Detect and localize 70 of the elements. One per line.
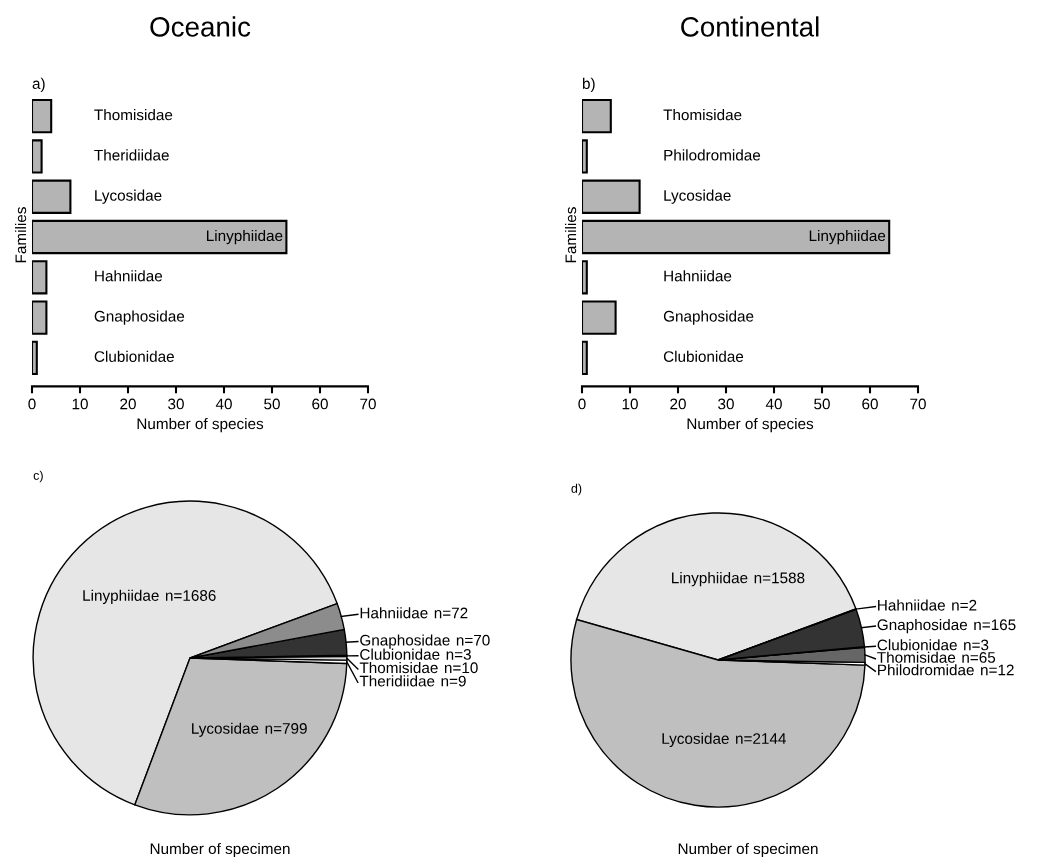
category-label: Philodromidae [664,149,761,161]
x-tick-label: 50 [814,398,830,410]
text: Number of specimen [678,842,818,858]
x-tick-label: 40 [215,398,232,410]
chart-title: Oceanic [150,16,251,37]
x-tick-label: 60 [862,398,878,410]
category-label: Hahniidae [664,270,732,282]
x-tick-label: 70 [910,398,926,410]
chart-title: Continental [681,16,819,37]
data-label: n=799 [265,723,307,734]
x-axis-title: Number of species [687,417,814,433]
slice-label: Linyphiidae [83,589,159,604]
data-label: n=3 [446,649,471,660]
slice-label: Lycosidae [662,732,729,748]
x-tick-label: 10 [72,398,88,410]
x-tick-label: 20 [670,398,686,410]
x-tick-label: 40 [765,398,782,410]
category-label: Theridiidae [94,149,169,161]
category-label: Thomisidae [94,109,173,121]
x-tick-label: 50 [264,398,280,410]
data-label: n=9 [441,675,466,687]
text: a) [32,77,45,92]
x-tick-label: 20 [120,398,136,410]
data-label: n=2 [952,599,977,611]
data-label: n=10 [444,662,478,674]
x-tick-label: 30 [718,398,734,410]
slice-label: Hahniidae [878,599,945,611]
data-label: n=1686 [165,590,216,601]
text: d) [571,483,582,496]
x-axis-title: Number of species [137,417,264,433]
data-label: n=165 [974,619,1016,631]
text: b) [582,77,595,92]
x-tick-label: 0 [28,398,36,410]
slice-label: Gnaphosidae [877,618,968,634]
x-tick-label: 30 [168,398,184,410]
slice-label: Clubionidae [877,639,957,651]
text: c) [33,470,43,483]
slice-label: Lycosidae [192,722,259,737]
data-label: n=65 [962,652,996,663]
category-label: Linyphiidae [809,229,886,245]
slice-label: Thomisidae [359,661,438,674]
category-label: Hahniidae [95,270,163,282]
x-tick-label: 10 [622,398,638,410]
data-label: n=70 [456,634,490,646]
data-label: n=2144 [736,733,786,744]
slice-label: Clubionidae [360,648,440,660]
category-label: Gnaphosidae [663,310,754,325]
x-tick-label: 60 [312,398,328,410]
x-tick-label: 70 [360,398,376,410]
data-label: n=3 [964,639,989,651]
y-axis-title: Families [14,207,27,263]
data-label: n=12 [981,664,1014,676]
category-label: Lycosidae [664,189,731,204]
slice-label: Gnaphosidae [360,634,450,649]
category-label: Clubionidae [663,350,744,362]
x-tick-label: 0 [578,398,586,410]
slice-label: Thomisidae [877,651,956,663]
slice-label: Theridiidae [359,675,435,687]
slice-label: Philodromidae [878,664,974,676]
category-label: Lycosidae [95,189,162,204]
text: Number of specimen [150,842,290,858]
data-label: n=1588 [754,572,805,584]
category-label: Clubionidae [94,350,174,362]
slice-label: Linyphiidae [672,572,748,587]
category-label: Linyphiidae [207,229,283,245]
y-axis-title: Families [564,207,577,263]
data-label: n=72 [434,607,468,619]
category-label: Thomisidae [663,109,742,121]
category-label: Gnaphosidae [94,310,185,325]
slice-label: Hahniidae [360,607,428,619]
